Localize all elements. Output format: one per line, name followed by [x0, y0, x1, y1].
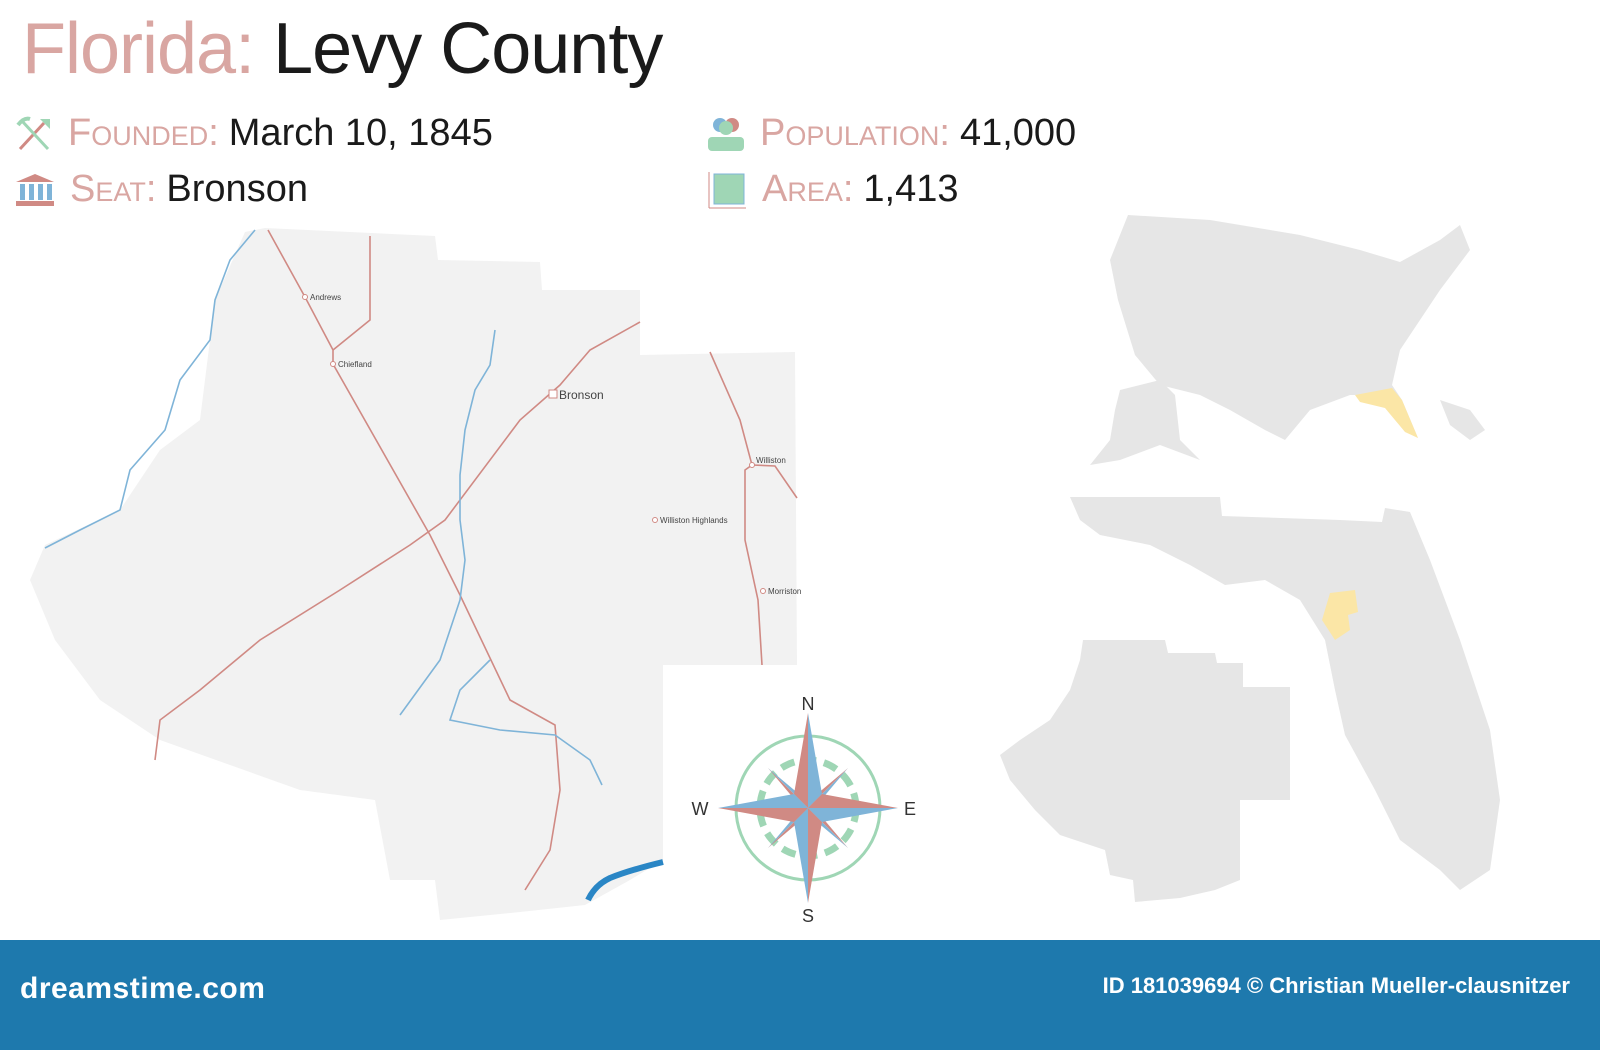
compass-n: N — [802, 694, 815, 714]
river — [44, 229, 256, 549]
town-morriston: Morriston — [768, 587, 801, 596]
florida-shape — [1070, 497, 1500, 890]
founded-value: March 10, 1845 — [228, 112, 493, 154]
usa-shape — [1110, 215, 1470, 440]
compass-w: W — [692, 799, 709, 819]
town-markers: Andrews Chiefland Bronson Williston Will… — [302, 293, 801, 596]
founded-label: Founded: — [68, 112, 219, 154]
area-square-icon — [708, 171, 746, 208]
town-bronson: Bronson — [559, 388, 604, 402]
waccasassa-river — [585, 859, 664, 902]
town-andrews: Andrews — [310, 293, 341, 302]
area-label: Area: — [762, 168, 854, 210]
seat-value: Bronson — [166, 168, 308, 210]
alaska-shape — [1090, 380, 1200, 465]
levy-county-shape — [30, 228, 797, 920]
town-chiefland: Chiefland — [338, 360, 372, 369]
county-map: Andrews Chiefland Bronson Williston Will… — [30, 215, 1500, 926]
shovel-pickaxe-icon — [16, 116, 50, 150]
compass-s: S — [802, 906, 814, 926]
river — [448, 659, 603, 786]
footer-bar: dreamstime.com ID 181039694 © Christian … — [0, 940, 1600, 1050]
people-icon — [708, 117, 744, 151]
florida-inset — [1070, 497, 1500, 890]
seat-fact: Seat: Bronson — [14, 168, 308, 211]
road — [154, 321, 641, 761]
usa-inset — [1090, 215, 1485, 465]
footer-credit: ID 181039694 © Christian Mueller-clausni… — [1102, 973, 1570, 998]
florida-highlight-usa — [1355, 388, 1418, 438]
levy-highlight-florida — [1322, 590, 1358, 640]
compass-e: E — [904, 799, 916, 819]
hawaii-shape — [1440, 400, 1485, 440]
footer-brand[interactable]: dreamstime.com — [20, 972, 266, 1005]
road — [709, 351, 763, 666]
page-title: Florida: Levy County — [22, 8, 663, 90]
population-label: Population: — [760, 112, 950, 154]
county-name: Levy County — [273, 9, 663, 89]
seat-label: Seat: — [70, 168, 157, 210]
state-name: Florida: — [22, 9, 255, 89]
area-fact: Area: 1,413 — [706, 168, 959, 211]
courthouse-icon — [16, 173, 54, 206]
county-silhouette — [1000, 640, 1290, 902]
road — [332, 236, 371, 351]
town-williston: Williston — [756, 456, 786, 465]
area-value: 1,413 — [863, 168, 959, 210]
population-fact: Population: 41,000 — [706, 112, 1076, 155]
population-value: 41,000 — [959, 112, 1077, 154]
town-williston-highlands: Williston Highlands — [660, 516, 728, 525]
road — [751, 464, 798, 499]
rivers — [44, 229, 664, 902]
compass-rose: N S E W — [692, 694, 917, 926]
river — [399, 329, 496, 716]
founded-fact: Founded: March 10, 1845 — [16, 112, 493, 155]
